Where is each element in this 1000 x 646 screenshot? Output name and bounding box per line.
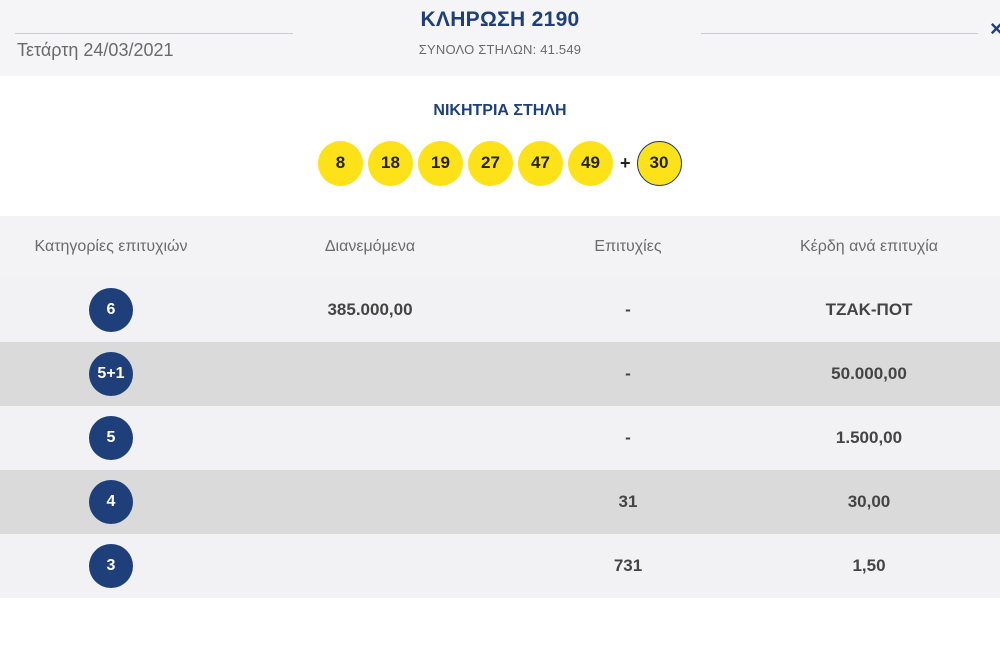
prize-value: 1,50 [852,556,886,575]
winning-ball: 27 [468,140,513,186]
distributed-value: 385.000,00 [327,300,413,319]
category-badge: 5+1 [89,352,133,396]
winners-value: - [625,300,631,319]
category-badge: 3 [89,544,133,588]
table-row: 5 - 1.500,00 [0,406,1000,470]
winners-value: - [625,364,631,383]
header-prize-per-winner: Κέρδη ανά επιτυχία [799,238,939,255]
table-row: 3 731 1,50 [0,534,1000,598]
winners-value: 31 [618,492,638,511]
category-badge: 4 [89,480,133,524]
draw-date: Τετάρτη 24/03/2021 [17,40,174,60]
category-badge: 5 [89,416,133,460]
draw-title: ΚΛΗΡΩΣΗ 2190 [420,8,580,31]
prize-value: ΤΖΑΚ-ΠΟΤ [825,300,913,319]
winning-ball: 19 [418,140,463,186]
winning-ball: 8 [318,140,363,186]
header-categories: Κατηγορίες επιτυχιών [34,238,188,255]
table-row: 6 385.000,00 - ΤΖΑΚ-ΠΟΤ [0,278,1000,342]
winning-ball: 47 [518,140,563,186]
winning-ball: 18 [368,140,413,186]
winners-value: 731 [613,556,643,575]
winning-column-title: ΝΙΚΗΤΡΙΑ ΣΤΗΛΗ [433,102,567,119]
header-divider-left [15,33,293,34]
plus-sign: + [620,152,631,173]
table-header: Κατηγορίες επιτυχιών Διανεμόμενα Επιτυχί… [0,216,1000,278]
prize-value: 50.000,00 [831,364,907,383]
prize-value: 1.500,00 [835,428,903,447]
table-row: 4 31 30,00 [0,470,1000,534]
table-row: 5+1 - 50.000,00 [0,342,1000,406]
bonus-ball: 30 [636,140,682,186]
header-distributed: Διανεμόμενα [324,238,416,255]
draw-header: Τετάρτη 24/03/2021 ΚΛΗΡΩΣΗ 2190 ΣΥΝΟΛΟ Σ… [0,0,1000,76]
winning-ball: 49 [568,140,613,186]
header-winners: Επιτυχίες [594,238,662,255]
prize-value: 30,00 [847,492,891,511]
prize-table: Κατηγορίες επιτυχιών Διανεμόμενα Επιτυχί… [0,216,1000,598]
total-columns: ΣΥΝΟΛΟ ΣΤΗΛΩΝ: 41.549 [418,42,582,57]
close-icon[interactable]: × [990,16,1000,41]
header-divider-right [701,33,978,34]
category-badge: 6 [89,288,133,332]
winning-numbers: 8 18 19 27 47 49 + 30 [318,140,682,186]
winners-value: - [625,428,631,447]
